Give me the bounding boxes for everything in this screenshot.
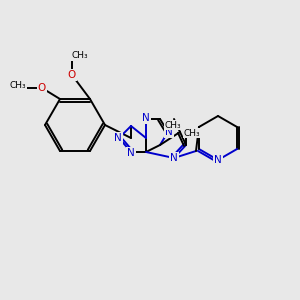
Text: CH₃: CH₃: [165, 121, 181, 130]
Text: N: N: [142, 113, 150, 123]
Text: O: O: [38, 83, 46, 93]
Text: N: N: [165, 127, 173, 137]
Text: N: N: [114, 133, 122, 143]
Text: N: N: [170, 153, 178, 163]
Text: O: O: [68, 70, 76, 80]
Text: CH₃: CH₃: [184, 128, 200, 137]
Text: N: N: [214, 155, 222, 165]
Text: CH₃: CH₃: [72, 52, 88, 61]
Text: CH₃: CH₃: [10, 80, 26, 89]
Text: N: N: [127, 148, 135, 158]
